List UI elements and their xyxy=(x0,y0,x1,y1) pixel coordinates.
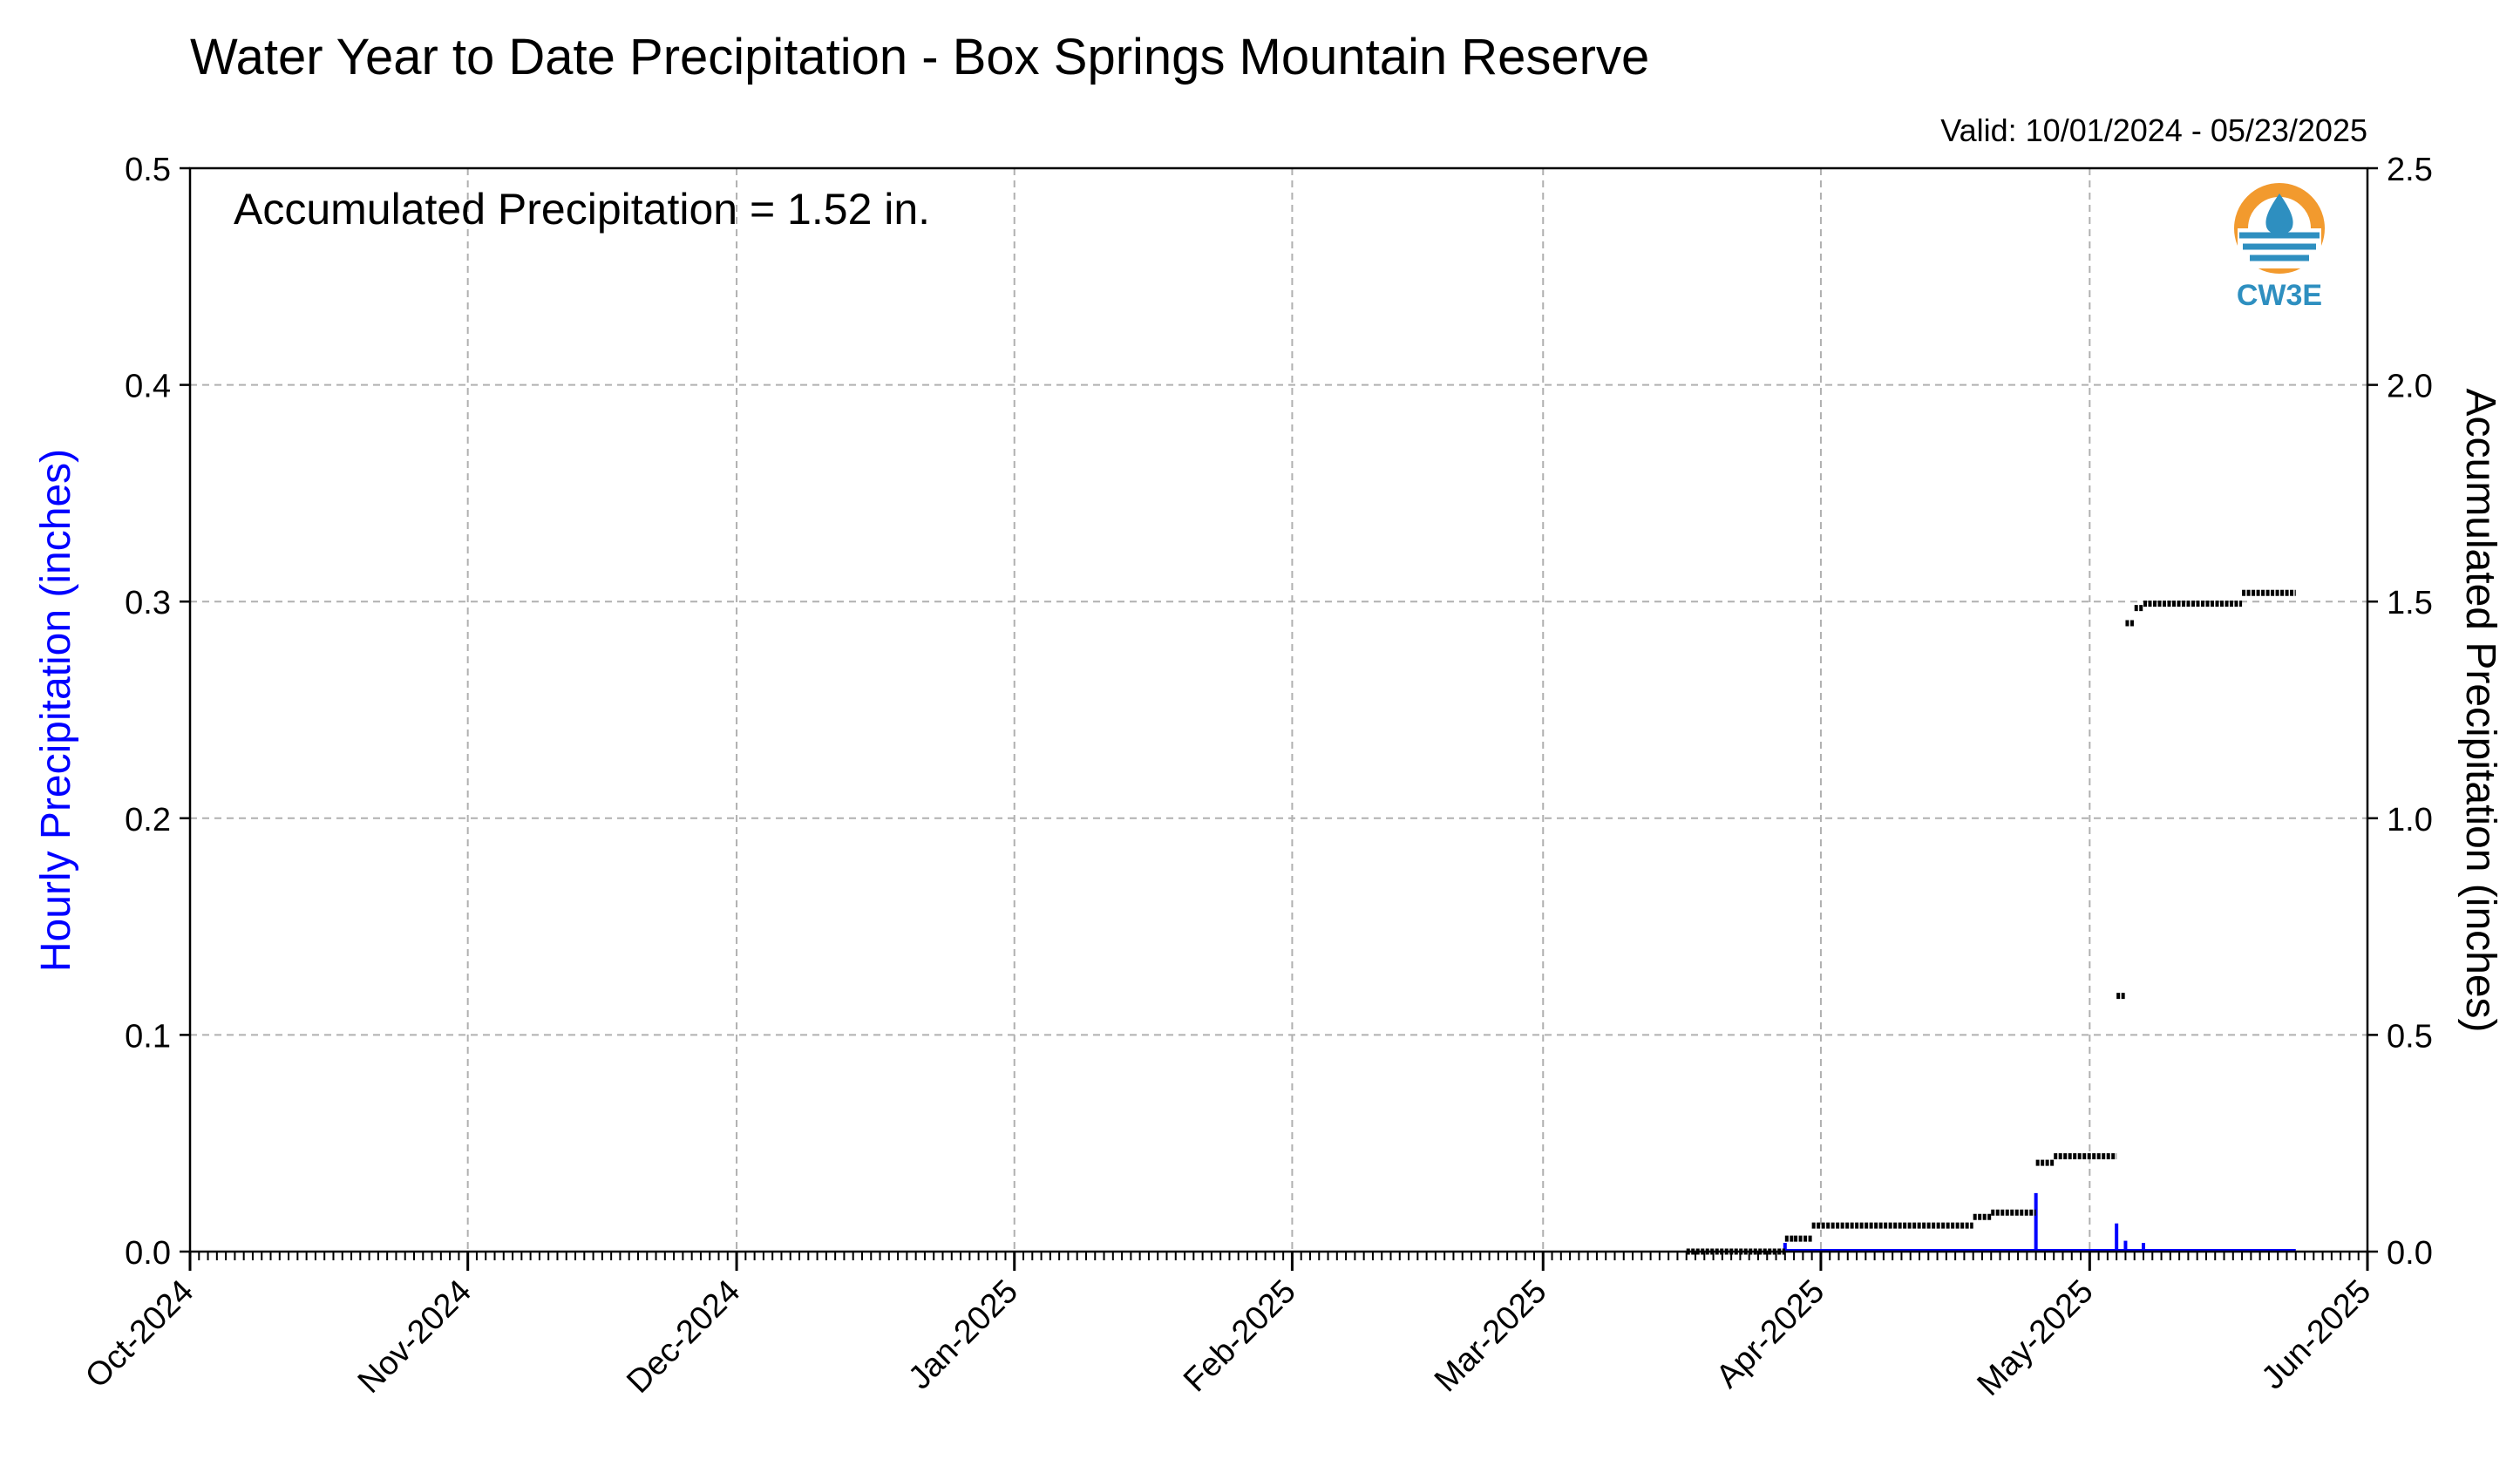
y-right-tick-label: 1.0 xyxy=(2387,802,2433,838)
x-tick-label: Mar-2025 xyxy=(1428,1273,1554,1400)
y-left-tick-label: 0.0 xyxy=(125,1235,171,1272)
grid-lines xyxy=(180,166,2378,1271)
logo-drop-icon xyxy=(2265,193,2293,234)
y-left-tick-labels: 0.0 0.1 0.2 0.3 0.4 0.5 xyxy=(125,152,171,1272)
x-minor-ticks xyxy=(189,1252,2368,1260)
logo-text: CW3E xyxy=(2237,279,2322,312)
x-tick-label: Dec-2024 xyxy=(620,1273,747,1401)
y-right-axis-label: Accumulated Precipitation (inches) xyxy=(2457,388,2503,1032)
y-right-tick-label: 2.0 xyxy=(2387,369,2433,405)
accumulated-total-annotation: Accumulated Precipitation = 1.52 in. xyxy=(234,185,930,234)
x-tick-label: Oct-2024 xyxy=(78,1273,200,1395)
y-left-tick-label: 0.3 xyxy=(125,585,171,621)
accumulated-precipitation-steps xyxy=(1686,589,2296,1255)
x-tick-label: Feb-2025 xyxy=(1177,1273,1303,1400)
hourly-precipitation-bars xyxy=(1783,1192,2296,1252)
cw3e-logo: CW3E xyxy=(2234,183,2325,312)
y-left-tick-label: 0.5 xyxy=(125,152,171,188)
x-tick-label: Apr-2025 xyxy=(1709,1273,1831,1395)
chart-subtitle: Valid: 10/01/2024 - 05/23/2025 xyxy=(1940,112,2367,148)
y-left-tick-label: 0.4 xyxy=(125,369,171,405)
y-left-axis-label: Hourly Precipitation (inches) xyxy=(33,449,79,972)
y-right-tick-label: 1.5 xyxy=(2387,585,2433,621)
y-right-tick-label: 0.0 xyxy=(2387,1235,2433,1272)
plot-frame xyxy=(188,166,2369,1253)
y-right-tick-labels: 0.0 0.5 1.0 1.5 2.0 2.5 xyxy=(2387,152,2433,1272)
y-left-tick-label: 0.2 xyxy=(125,802,171,838)
x-tick-label: Jun-2025 xyxy=(2255,1273,2379,1397)
x-minor-tick-marks xyxy=(189,1252,2368,1260)
chart-title: Water Year to Date Precipitation - Box S… xyxy=(190,29,1649,85)
x-tick-label: Jan-2025 xyxy=(901,1273,1025,1397)
y-left-tick-label: 0.1 xyxy=(125,1018,171,1055)
y-right-tick-label: 0.5 xyxy=(2387,1018,2433,1055)
y-right-tick-label: 2.5 xyxy=(2387,152,2433,188)
x-tick-label: May-2025 xyxy=(1971,1273,2101,1403)
x-tick-label: Nov-2024 xyxy=(351,1273,479,1401)
x-tick-labels: Oct-2024 Nov-2024 Dec-2024 Jan-2025 Feb-2025… xyxy=(78,1273,2378,1403)
